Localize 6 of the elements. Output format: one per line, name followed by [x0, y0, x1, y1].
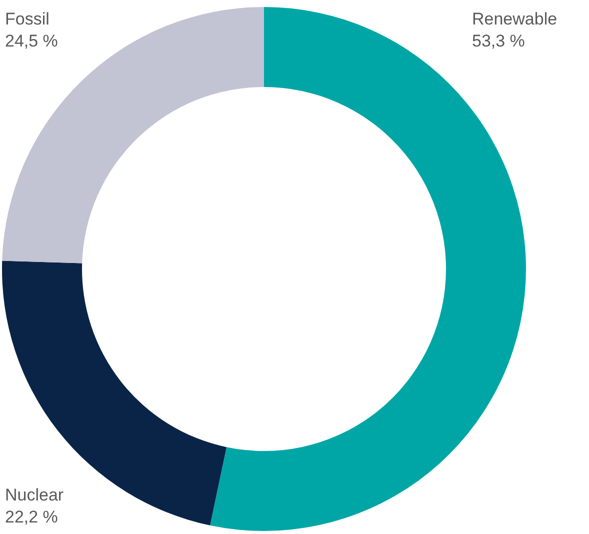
data-label: 24,5 % — [5, 32, 58, 50]
data-label: 22,2 % — [5, 508, 58, 526]
slice-label: Nuclear — [5, 486, 64, 504]
slice-label: Renewable — [472, 10, 558, 28]
data-label: 53,3 % — [472, 32, 525, 50]
slice-label: Fossil — [5, 10, 50, 28]
